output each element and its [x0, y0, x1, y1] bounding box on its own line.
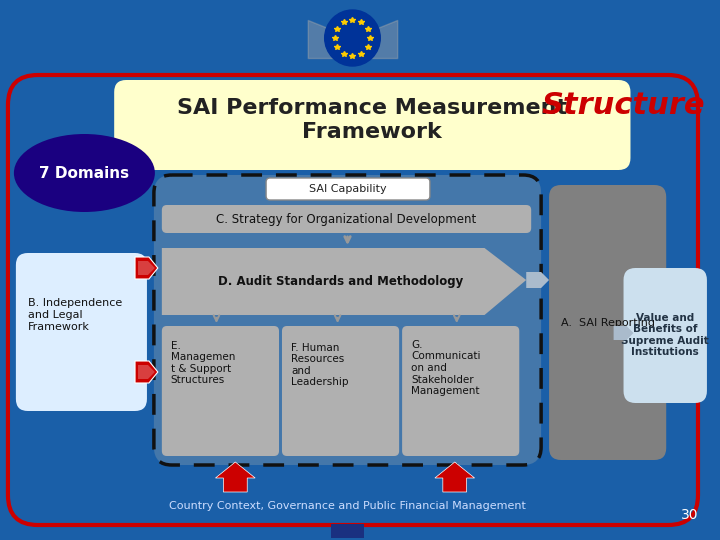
Ellipse shape: [14, 134, 155, 212]
FancyBboxPatch shape: [624, 268, 707, 403]
Text: Value and
Benefits of
Supreme Audit
Institutions: Value and Benefits of Supreme Audit Inst…: [621, 313, 709, 357]
Polygon shape: [215, 462, 255, 492]
Polygon shape: [138, 365, 155, 379]
Text: 30: 30: [680, 508, 698, 522]
FancyBboxPatch shape: [114, 80, 631, 170]
Polygon shape: [613, 326, 634, 340]
Text: E.
Managemen
t & Support
Structures: E. Managemen t & Support Structures: [171, 341, 235, 386]
Text: D. Audit Standards and Methodology: D. Audit Standards and Methodology: [218, 275, 464, 288]
Text: F. Human
Resources
and
Leadership: F. Human Resources and Leadership: [291, 342, 348, 387]
FancyBboxPatch shape: [266, 178, 430, 200]
Text: B. Independence
and Legal
Framework: B. Independence and Legal Framework: [28, 299, 122, 332]
Text: G.
Communicati
on and
Stakeholder
Management: G. Communicati on and Stakeholder Manage…: [411, 340, 480, 396]
Text: Country Context, Governance and Public Financial Management: Country Context, Governance and Public F…: [169, 501, 526, 511]
Bar: [330, 524, 364, 538]
FancyBboxPatch shape: [162, 205, 531, 233]
FancyBboxPatch shape: [282, 326, 399, 456]
Polygon shape: [162, 248, 526, 315]
Polygon shape: [138, 261, 155, 275]
FancyBboxPatch shape: [154, 175, 541, 465]
Text: 7 Domains: 7 Domains: [40, 165, 130, 180]
Text: Structure: Structure: [541, 91, 705, 119]
Text: C. Strategy for Organizational Development: C. Strategy for Organizational Developme…: [217, 213, 477, 226]
Text: SAI Capability: SAI Capability: [309, 184, 387, 194]
Polygon shape: [135, 257, 158, 279]
Text: SAI Performance Measurement
Framework: SAI Performance Measurement Framework: [177, 98, 567, 141]
FancyBboxPatch shape: [549, 185, 666, 460]
Polygon shape: [135, 361, 158, 383]
Polygon shape: [526, 272, 549, 288]
FancyBboxPatch shape: [162, 326, 279, 456]
Circle shape: [325, 10, 380, 66]
FancyBboxPatch shape: [16, 253, 147, 411]
Polygon shape: [435, 462, 474, 492]
FancyBboxPatch shape: [402, 326, 519, 456]
Text: A.  SAI Reporting: A. SAI Reporting: [561, 318, 654, 328]
